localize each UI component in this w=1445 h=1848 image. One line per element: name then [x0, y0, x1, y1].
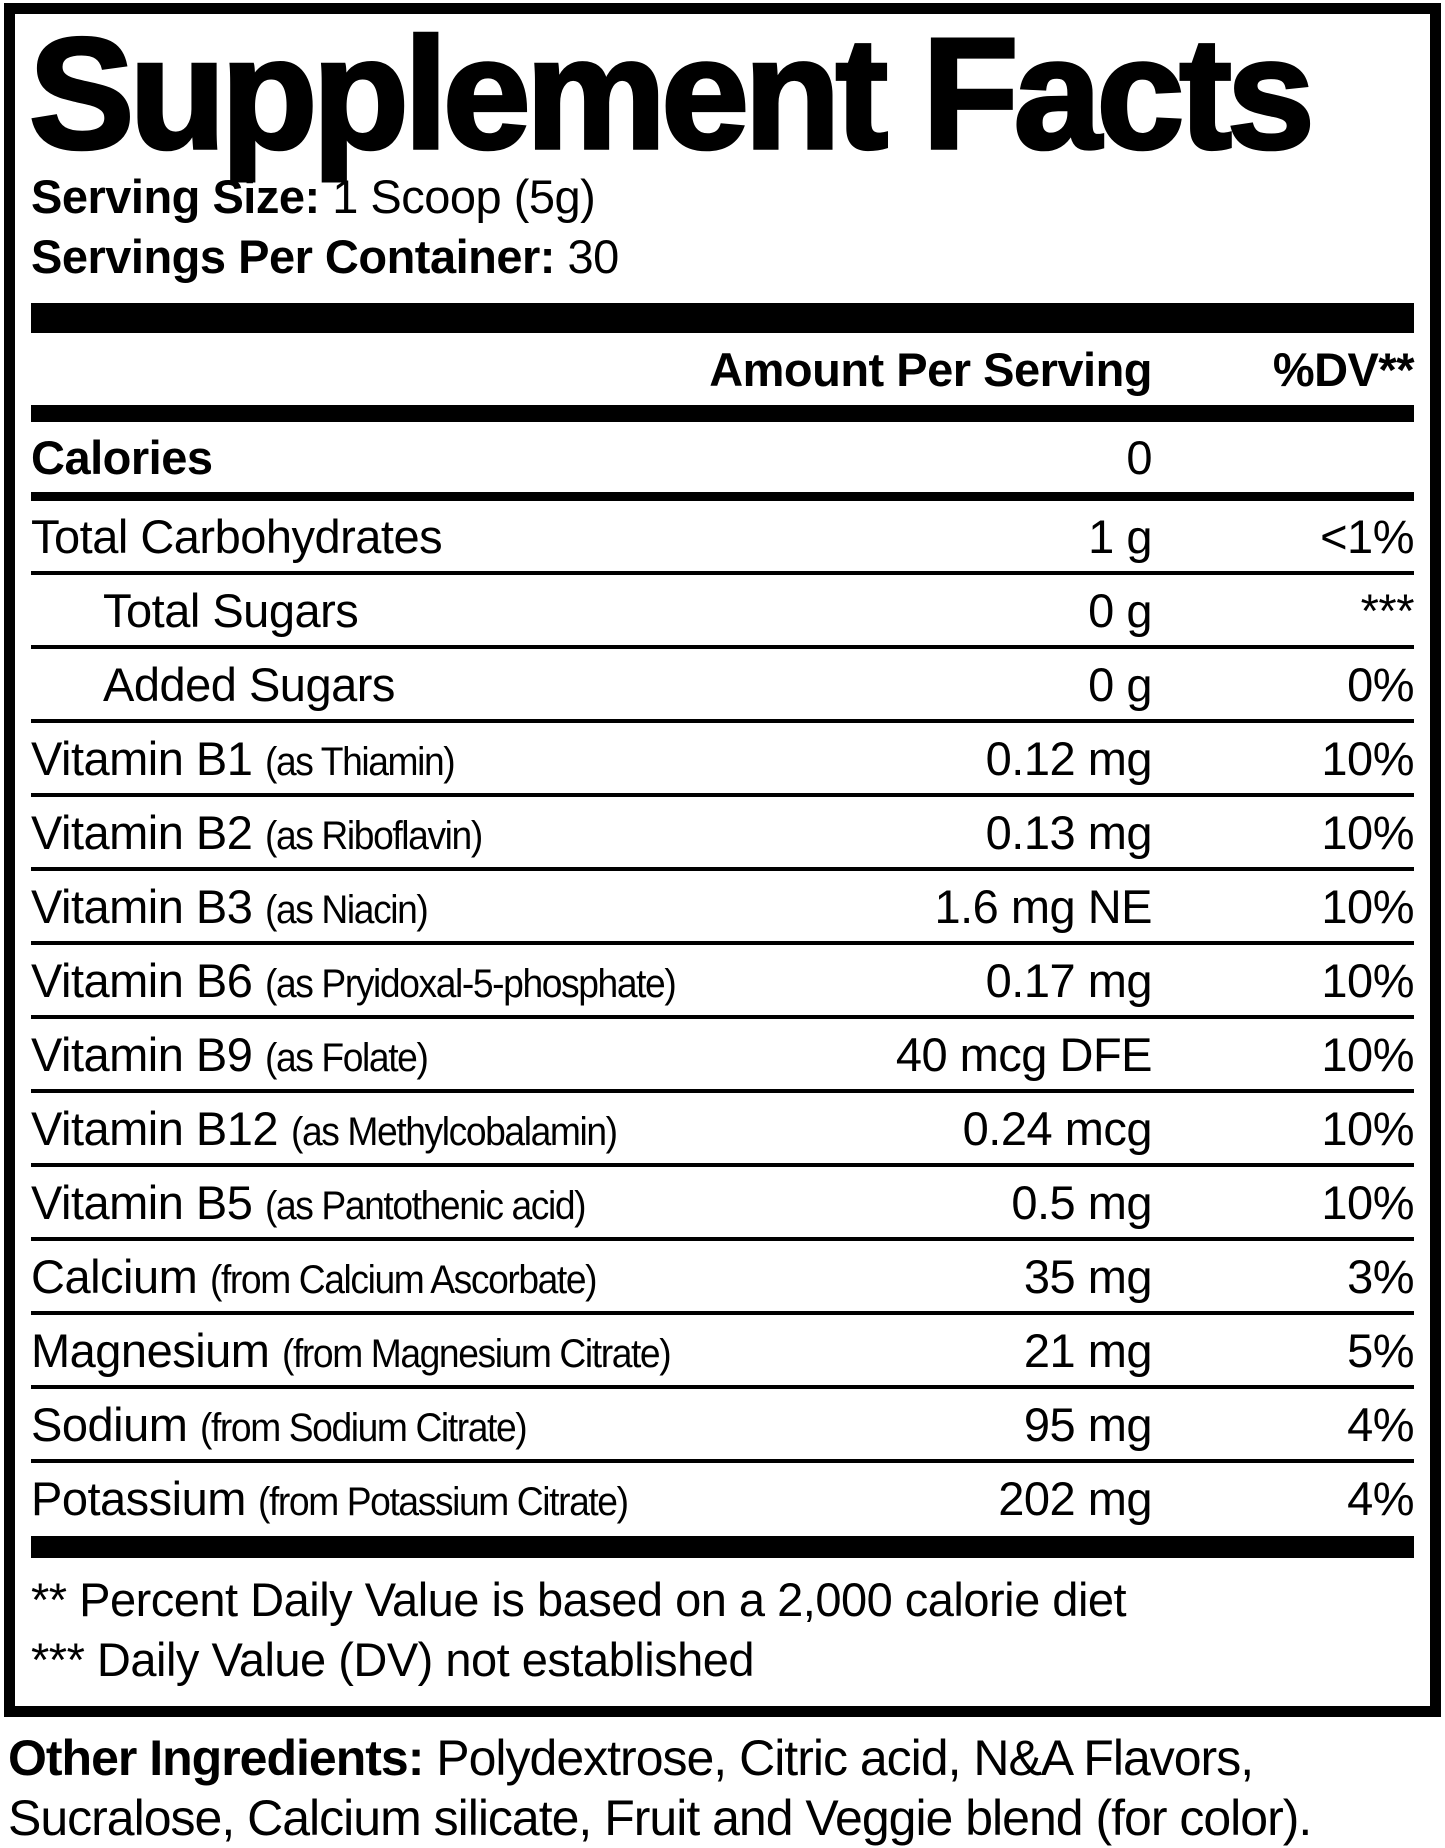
- nutrient-dv: 0%: [1347, 657, 1414, 711]
- nutrient-name: Vitamin B6 (as Pryidoxal-5-phosphate): [31, 953, 677, 1007]
- supplement-facts-panel: Supplement Facts Serving Size: 1 Scoop (…: [4, 3, 1441, 1718]
- nutrient-row-potassium: Potassium (from Potassium Citrate) 202 m…: [31, 1463, 1415, 1536]
- nutrient-dv: 3%: [1347, 1249, 1414, 1303]
- nutrient-detail: (as Niacin): [264, 887, 429, 932]
- servings-per-container-label: Servings Per Container:: [31, 230, 555, 284]
- nutrient-detail: (as Pryidoxal-5-phosphate): [264, 961, 677, 1006]
- nutrient-name: Calories: [31, 430, 213, 484]
- nutrient-dv: <1%: [1320, 509, 1414, 563]
- footnotes: ** Percent Daily Value is based on a 2,0…: [31, 1570, 1414, 1690]
- nutrient-detail: (as Riboflavin): [264, 813, 483, 858]
- nutrient-amount: 1 g: [1088, 509, 1152, 563]
- nutrient-row-total-sugars: Total Sugars 0 g ***: [31, 575, 1415, 649]
- nutrient-name: Vitamin B12 (as Methylcobalamin): [31, 1101, 618, 1155]
- nutrient-dv: 10%: [1321, 805, 1414, 859]
- nutrient-name: Total Carbohydrates: [31, 509, 443, 563]
- nutrient-name: Sodium (from Sodium Citrate): [31, 1397, 528, 1451]
- nutrient-row-total-carbohydrates: Total Carbohydrates 1 g <1%: [31, 501, 1415, 575]
- nutrient-name: Vitamin B1 (as Thiamin): [31, 731, 456, 785]
- nutrient-dv: 10%: [1321, 953, 1414, 1007]
- nutrient-detail: (from Magnesium Citrate): [282, 1331, 672, 1376]
- footnote-percent-dv: ** Percent Daily Value is based on a 2,0…: [31, 1572, 1127, 1626]
- nutrient-dv: 10%: [1321, 1027, 1414, 1081]
- nutrient-row-added-sugars: Added Sugars 0 g 0%: [31, 649, 1415, 723]
- divider-bar-header: [31, 404, 1414, 422]
- nutrient-name: Vitamin B9 (as Folate): [31, 1027, 429, 1081]
- nutrient-amount: 0.24 mcg: [962, 1101, 1153, 1155]
- other-ingredients: Other Ingredients: Polydextrose, Citric …: [8, 1729, 1439, 1848]
- servings-per-container-value: 30: [554, 230, 619, 284]
- nutrient-detail: (from Potassium Citrate): [258, 1479, 629, 1524]
- nutrient-row-vitamin-b1: Vitamin B1 (as Thiamin) 0.12 mg 10%: [31, 723, 1415, 797]
- nutrient-detail: (as Methylcobalamin): [290, 1109, 618, 1154]
- nutrient-amount: 0 g: [1088, 583, 1152, 637]
- nutrient-detail: (as Thiamin): [264, 739, 456, 784]
- nutrient-amount: 0.5 mg: [1011, 1175, 1152, 1229]
- nutrient-dv: 10%: [1321, 1101, 1414, 1155]
- nutrient-amount: 0.17 mg: [985, 953, 1153, 1007]
- nutrient-amount: 0.12 mg: [985, 731, 1153, 785]
- nutrient-detail: (from Calcium Ascorbate): [209, 1257, 598, 1302]
- nutrient-row-vitamin-b9: Vitamin B9 (as Folate) 40 mcg DFE 10%: [31, 1019, 1415, 1093]
- nutrient-amount: 202 mg: [998, 1471, 1152, 1525]
- nutrient-row-magnesium: Magnesium (from Magnesium Citrate) 21 mg…: [31, 1315, 1415, 1389]
- nutrient-amount: 35 mg: [1023, 1249, 1153, 1303]
- nutrient-name: Vitamin B5 (as Pantothenic acid): [31, 1175, 587, 1229]
- nutrient-dv: 10%: [1321, 1175, 1414, 1229]
- nutrient-detail: (from Sodium Citrate): [199, 1405, 528, 1450]
- footnote-dv-not-established: *** Daily Value (DV) not established: [31, 1632, 755, 1686]
- column-header-row: Amount Per Serving %DV**: [31, 333, 1414, 405]
- nutrient-dv: 4%: [1347, 1471, 1414, 1525]
- other-ingredients-label: Other Ingredients:: [8, 1730, 424, 1787]
- nutrient-detail: (as Pantothenic acid): [264, 1183, 587, 1228]
- header-amount-per-serving: Amount Per Serving: [709, 342, 1152, 396]
- nutrient-dv: 4%: [1347, 1397, 1414, 1451]
- serving-size-value: 1 Scoop (5g): [319, 170, 596, 224]
- nutrient-row-vitamin-b2: Vitamin B2 (as Riboflavin) 0.13 mg 10%: [31, 797, 1415, 871]
- nutrient-name: Calcium (from Calcium Ascorbate): [31, 1249, 598, 1303]
- nutrient-name: Potassium (from Potassium Citrate): [31, 1471, 629, 1525]
- nutrient-row-calories: Calories 0: [31, 422, 1414, 501]
- header-percent-dv: %DV**: [1272, 342, 1415, 396]
- divider-bar-bottom: [31, 1535, 1414, 1558]
- nutrient-dv: 5%: [1347, 1323, 1414, 1377]
- nutrient-amount: 0: [1126, 430, 1152, 484]
- divider-bar-top: [31, 302, 1414, 333]
- nutrient-amount: 0 g: [1088, 657, 1152, 711]
- nutrient-row-vitamin-b12: Vitamin B12 (as Methylcobalamin) 0.24 mc…: [31, 1093, 1415, 1167]
- nutrient-amount: 1.6 mg NE: [934, 879, 1152, 933]
- nutrient-dv: 10%: [1321, 879, 1414, 933]
- nutrient-row-vitamin-b3: Vitamin B3 (as Niacin) 1.6 mg NE 10%: [31, 871, 1415, 945]
- nutrient-name: Magnesium (from Magnesium Citrate): [31, 1323, 672, 1377]
- nutrient-name: Vitamin B3 (as Niacin): [31, 879, 429, 933]
- panel-title: Supplement Facts: [27, 6, 1316, 182]
- nutrient-row-vitamin-b5: Vitamin B5 (as Pantothenic acid) 0.5 mg …: [31, 1167, 1415, 1241]
- serving-size-label: Serving Size:: [31, 170, 320, 224]
- nutrient-detail: (as Folate): [264, 1035, 429, 1080]
- nutrient-amount: 40 mcg DFE: [895, 1027, 1153, 1081]
- nutrient-amount: 0.13 mg: [985, 805, 1153, 859]
- nutrient-amount: 95 mg: [1023, 1397, 1153, 1451]
- nutrient-amount: 21 mg: [1023, 1323, 1153, 1377]
- nutrient-row-vitamin-b6: Vitamin B6 (as Pryidoxal-5-phosphate) 0.…: [31, 945, 1415, 1019]
- nutrient-dv: 10%: [1321, 731, 1414, 785]
- servings-per-container-line: Servings Per Container: 30: [31, 227, 1414, 287]
- nutrient-name: Added Sugars: [103, 657, 395, 711]
- nutrient-row-calcium: Calcium (from Calcium Ascorbate) 35 mg 3…: [31, 1241, 1415, 1315]
- serving-size-line: Serving Size: 1 Scoop (5g): [31, 167, 1414, 227]
- nutrient-name: Vitamin B2 (as Riboflavin): [31, 805, 483, 859]
- nutrient-row-sodium: Sodium (from Sodium Citrate) 95 mg 4%: [31, 1389, 1415, 1463]
- nutrient-name: Total Sugars: [103, 583, 359, 637]
- nutrient-dv: ***: [1360, 583, 1415, 637]
